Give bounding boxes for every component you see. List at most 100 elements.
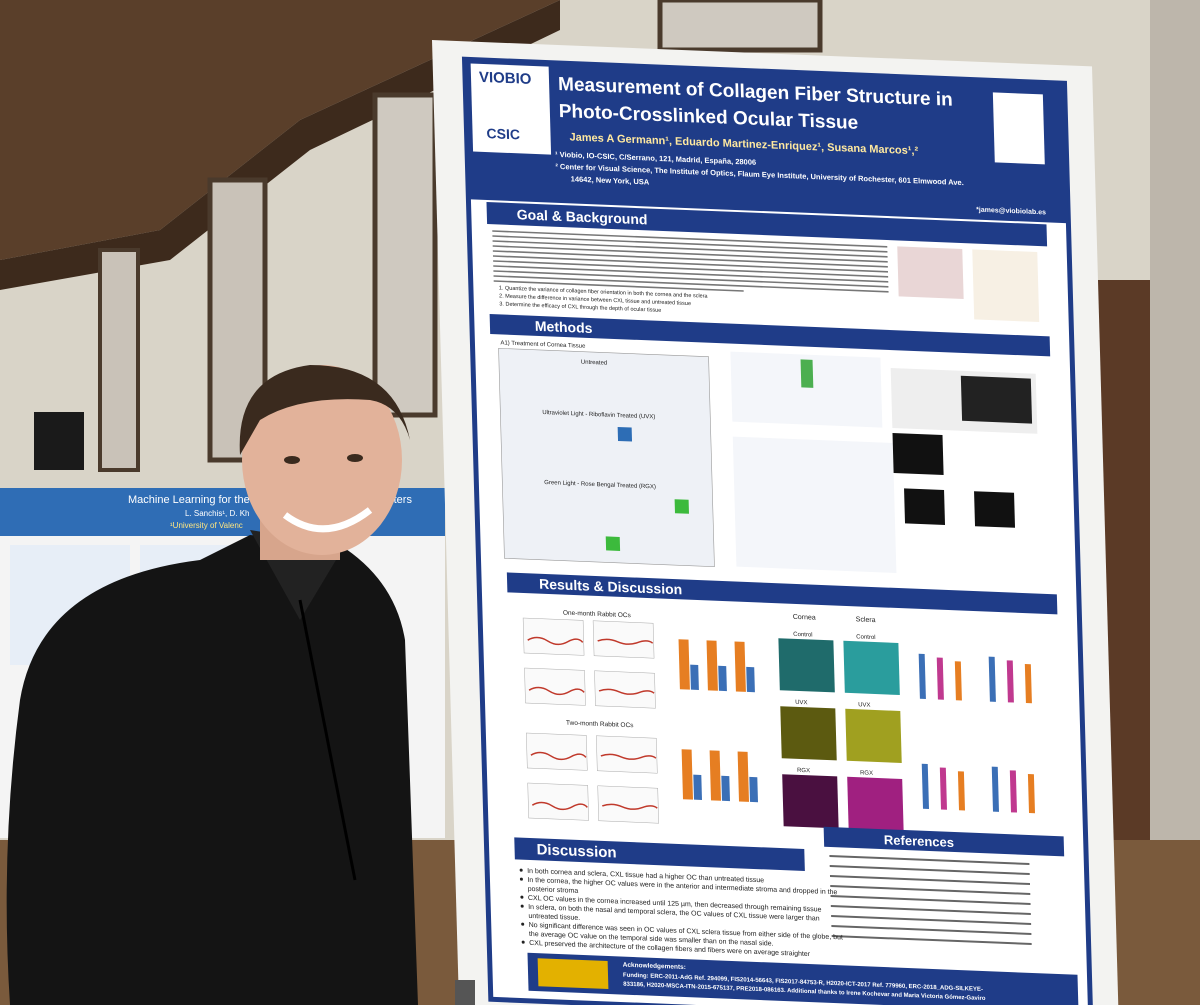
- bar-figure: [734, 641, 746, 692]
- result-label: Cornea: [793, 614, 816, 622]
- sample-square: [800, 359, 814, 388]
- section-heading: Methods: [535, 318, 593, 336]
- plot-box: [597, 785, 659, 824]
- plot-box: [527, 782, 589, 821]
- bar-figure: [939, 767, 948, 810]
- result-label: Control: [856, 634, 876, 641]
- text-line: [831, 915, 1032, 926]
- plot-curve: [528, 686, 655, 696]
- method-subheading: Untreated: [581, 360, 608, 367]
- bar-figure: [954, 661, 962, 701]
- microscope-image: [892, 433, 944, 476]
- microscope-image: [960, 375, 1033, 424]
- reference-lines: [829, 855, 1032, 946]
- bar-figure: [936, 657, 944, 700]
- lanyard: [298, 599, 357, 881]
- text-line: [829, 865, 1030, 876]
- plot-box: [526, 732, 588, 771]
- bullet: [519, 877, 523, 881]
- ceiling-beam: [0, 0, 560, 290]
- section-bar: [514, 837, 805, 872]
- method-panel: [498, 348, 715, 568]
- bar-figure: [918, 653, 926, 700]
- bar-figure: [921, 763, 930, 810]
- black-shirt: [6, 535, 419, 1005]
- plot-box: [592, 620, 655, 659]
- bar-figure: [1006, 660, 1014, 703]
- result-figures: Control Control UVX UVX RGX RGX: [522, 617, 1036, 832]
- result-label: RGX: [797, 768, 810, 775]
- left-poster-title: Machine Learning for the: [128, 494, 250, 506]
- bullet: [521, 922, 525, 926]
- bullet: [520, 904, 524, 908]
- result-label: Two-month Rabbit OCs: [566, 720, 634, 730]
- bar-figure: [737, 751, 750, 802]
- bar-figure: [988, 656, 996, 702]
- plot-box: [524, 667, 586, 706]
- result-label: UVX: [795, 700, 808, 706]
- method-panel: [732, 436, 897, 574]
- bar-figure: [991, 766, 1000, 812]
- spain-flag-logo: [537, 958, 609, 990]
- poster-email: *james@viobiolab.es: [976, 207, 1046, 217]
- face: [242, 365, 402, 555]
- window: [98, 248, 140, 472]
- person: [6, 365, 419, 1005]
- microscopy-image: [780, 706, 837, 761]
- sample-square: [674, 499, 689, 514]
- result-label: Sclera: [856, 616, 876, 624]
- logo-box: [470, 63, 552, 155]
- text-line: [493, 275, 889, 293]
- smile: [282, 507, 373, 533]
- bar-figure: [1024, 664, 1032, 704]
- bullet: [520, 895, 524, 899]
- text-line: [831, 935, 1032, 946]
- section-heading: Goal & Background: [517, 206, 648, 227]
- text-line: [492, 250, 888, 268]
- text-line: [493, 260, 889, 278]
- bar-figure: [709, 750, 722, 801]
- bar-figure: [693, 774, 703, 800]
- rochester-logo: [992, 92, 1045, 165]
- bar-figure: [957, 771, 966, 811]
- window: [657, 0, 823, 53]
- result-label: Control: [793, 632, 813, 639]
- plot-curve: [531, 801, 658, 811]
- eye-figure: [972, 249, 1040, 323]
- eye: [347, 454, 363, 462]
- text-line: [829, 875, 1031, 886]
- sample-square: [617, 427, 633, 442]
- text-line: [492, 245, 888, 263]
- plot-curve: [527, 636, 654, 646]
- window: [372, 92, 438, 418]
- easel-leg: [455, 980, 475, 1005]
- eye-figure: [897, 246, 964, 300]
- pillar: [1150, 0, 1200, 1005]
- logo: VIOBIO: [479, 69, 532, 88]
- result-label: One-month Rabbit OCs: [563, 610, 632, 620]
- bar-figure: [721, 775, 731, 802]
- plot-box: [594, 670, 656, 709]
- ack-heading: Acknowledgements:: [623, 962, 686, 972]
- microscopy-image: [782, 774, 839, 829]
- text-line: [829, 855, 1030, 866]
- ack-band: [527, 952, 1079, 1005]
- text-line: [492, 255, 889, 273]
- bar-figure: [718, 665, 727, 692]
- bar-figure: [1009, 770, 1018, 813]
- text-line: [492, 235, 888, 253]
- text-line: [492, 240, 888, 258]
- text-line: [493, 265, 889, 283]
- left-poster-affiliation: ¹University of Valenc: [170, 521, 243, 530]
- method-subheading: Ultraviolet Light - Riboflavin Treated (…: [542, 410, 655, 421]
- bar-figure: [706, 640, 718, 691]
- text-line: [830, 895, 1031, 906]
- bar-figure: [678, 639, 690, 690]
- section-bar: [506, 572, 1058, 615]
- plot-curve: [530, 751, 657, 761]
- wooden-ceiling: [0, 0, 560, 260]
- microscopy-image: [847, 776, 904, 832]
- discussion-point: untreated tissue.: [528, 913, 580, 922]
- section-bar: [486, 202, 1048, 247]
- bar-figure: [746, 666, 755, 693]
